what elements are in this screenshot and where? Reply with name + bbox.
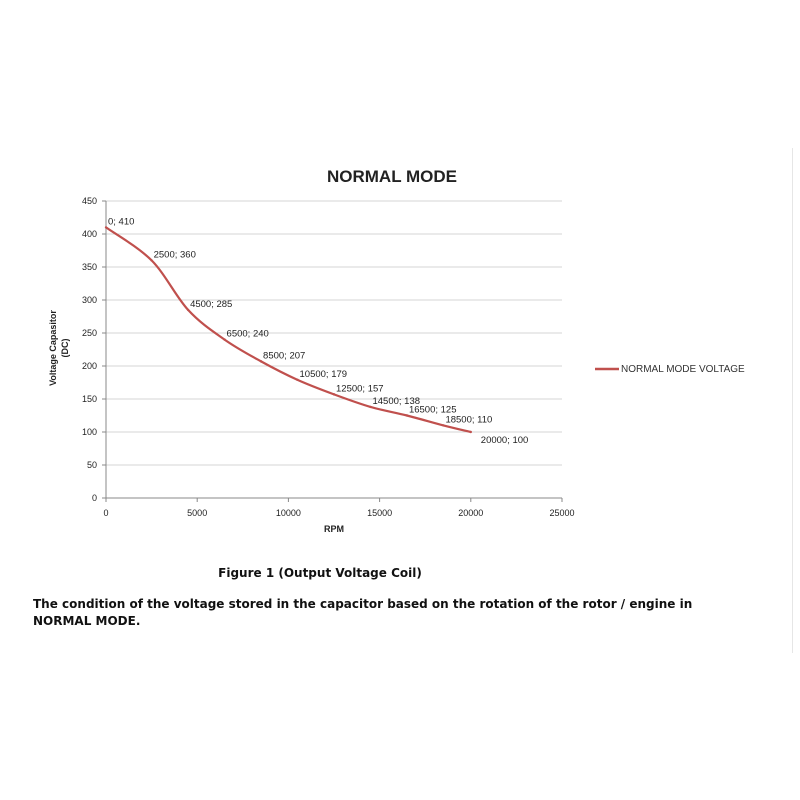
- x-tick-label: 10000: [276, 508, 301, 518]
- x-tick-label: 25000: [549, 508, 574, 518]
- y-tick-label: 150: [82, 394, 97, 404]
- data-point: [259, 360, 263, 363]
- grid-lines: [106, 200, 562, 466]
- x-tick-label: 20000: [458, 508, 483, 518]
- axes: [102, 200, 563, 502]
- y-axis-label-line-2: (DC): [60, 339, 70, 358]
- y-tick-label: 350: [82, 262, 97, 272]
- data-point: [186, 308, 190, 312]
- y-tick-label: 0: [92, 493, 97, 503]
- figure-description: The condition of the voltage stored in t…: [33, 597, 693, 628]
- series-group: [104, 226, 472, 434]
- x-tick-label: 0: [103, 508, 108, 518]
- data-label: 18500; 110: [445, 414, 492, 425]
- data-point: [296, 378, 299, 382]
- data-point: [150, 259, 153, 262]
- chart-title: NORMAL MODE: [327, 167, 457, 186]
- data-label: 10500; 179: [300, 369, 348, 380]
- data-label: 6500; 240: [227, 329, 269, 340]
- page-edge-divider: [792, 148, 793, 653]
- legend-label: NORMAL MODE VOLTAGE: [621, 364, 745, 375]
- y-tick-label: 450: [82, 196, 97, 206]
- line-chart: NORMAL MODE 0501001502002503003504004500…: [48, 167, 745, 534]
- data-point: [442, 424, 445, 427]
- data-point: [405, 414, 409, 417]
- tick-labels: 0 50 100 150 200 250 300 350 400 450 0 5000 10000 150…: [82, 196, 575, 518]
- y-tick-label: 200: [82, 361, 97, 371]
- y-tick-label: 50: [87, 460, 97, 470]
- data-label: 14500; 138: [372, 396, 420, 407]
- legend: NORMAL MODE VOLTAGE: [595, 364, 745, 375]
- data-point: [469, 430, 472, 434]
- data-label: 20000; 100: [481, 435, 529, 446]
- data-point: [369, 405, 372, 409]
- figure-caption: Figure 1 (Output Voltage Coil): [218, 566, 422, 580]
- y-tick-label: 400: [82, 229, 97, 239]
- data-label: 4500; 285: [190, 299, 232, 310]
- y-axis-label-line-1: Voltage Capasitor: [48, 310, 58, 386]
- y-tick-label: 300: [82, 295, 97, 305]
- data-label: 2500; 360: [154, 249, 196, 260]
- data-label: 8500; 207: [263, 350, 305, 361]
- y-axis-label: Voltage Capasitor (DC): [48, 310, 70, 386]
- y-tick-label: 250: [82, 328, 97, 338]
- x-axis-label: RPM: [324, 524, 344, 534]
- data-labels: 0; 410 2500; 360 4500; 285 6500; 240 8500; 2…: [108, 216, 528, 446]
- data-point: [223, 338, 226, 341]
- x-tick-label: 5000: [187, 508, 207, 518]
- x-tick-label: 15000: [367, 508, 392, 518]
- data-label: 0; 410: [108, 216, 134, 227]
- data-point: [332, 393, 336, 396]
- data-label: 12500; 157: [336, 383, 384, 394]
- data-point: [104, 226, 108, 229]
- y-tick-label: 100: [82, 427, 97, 437]
- data-label: 16500; 125: [409, 405, 457, 416]
